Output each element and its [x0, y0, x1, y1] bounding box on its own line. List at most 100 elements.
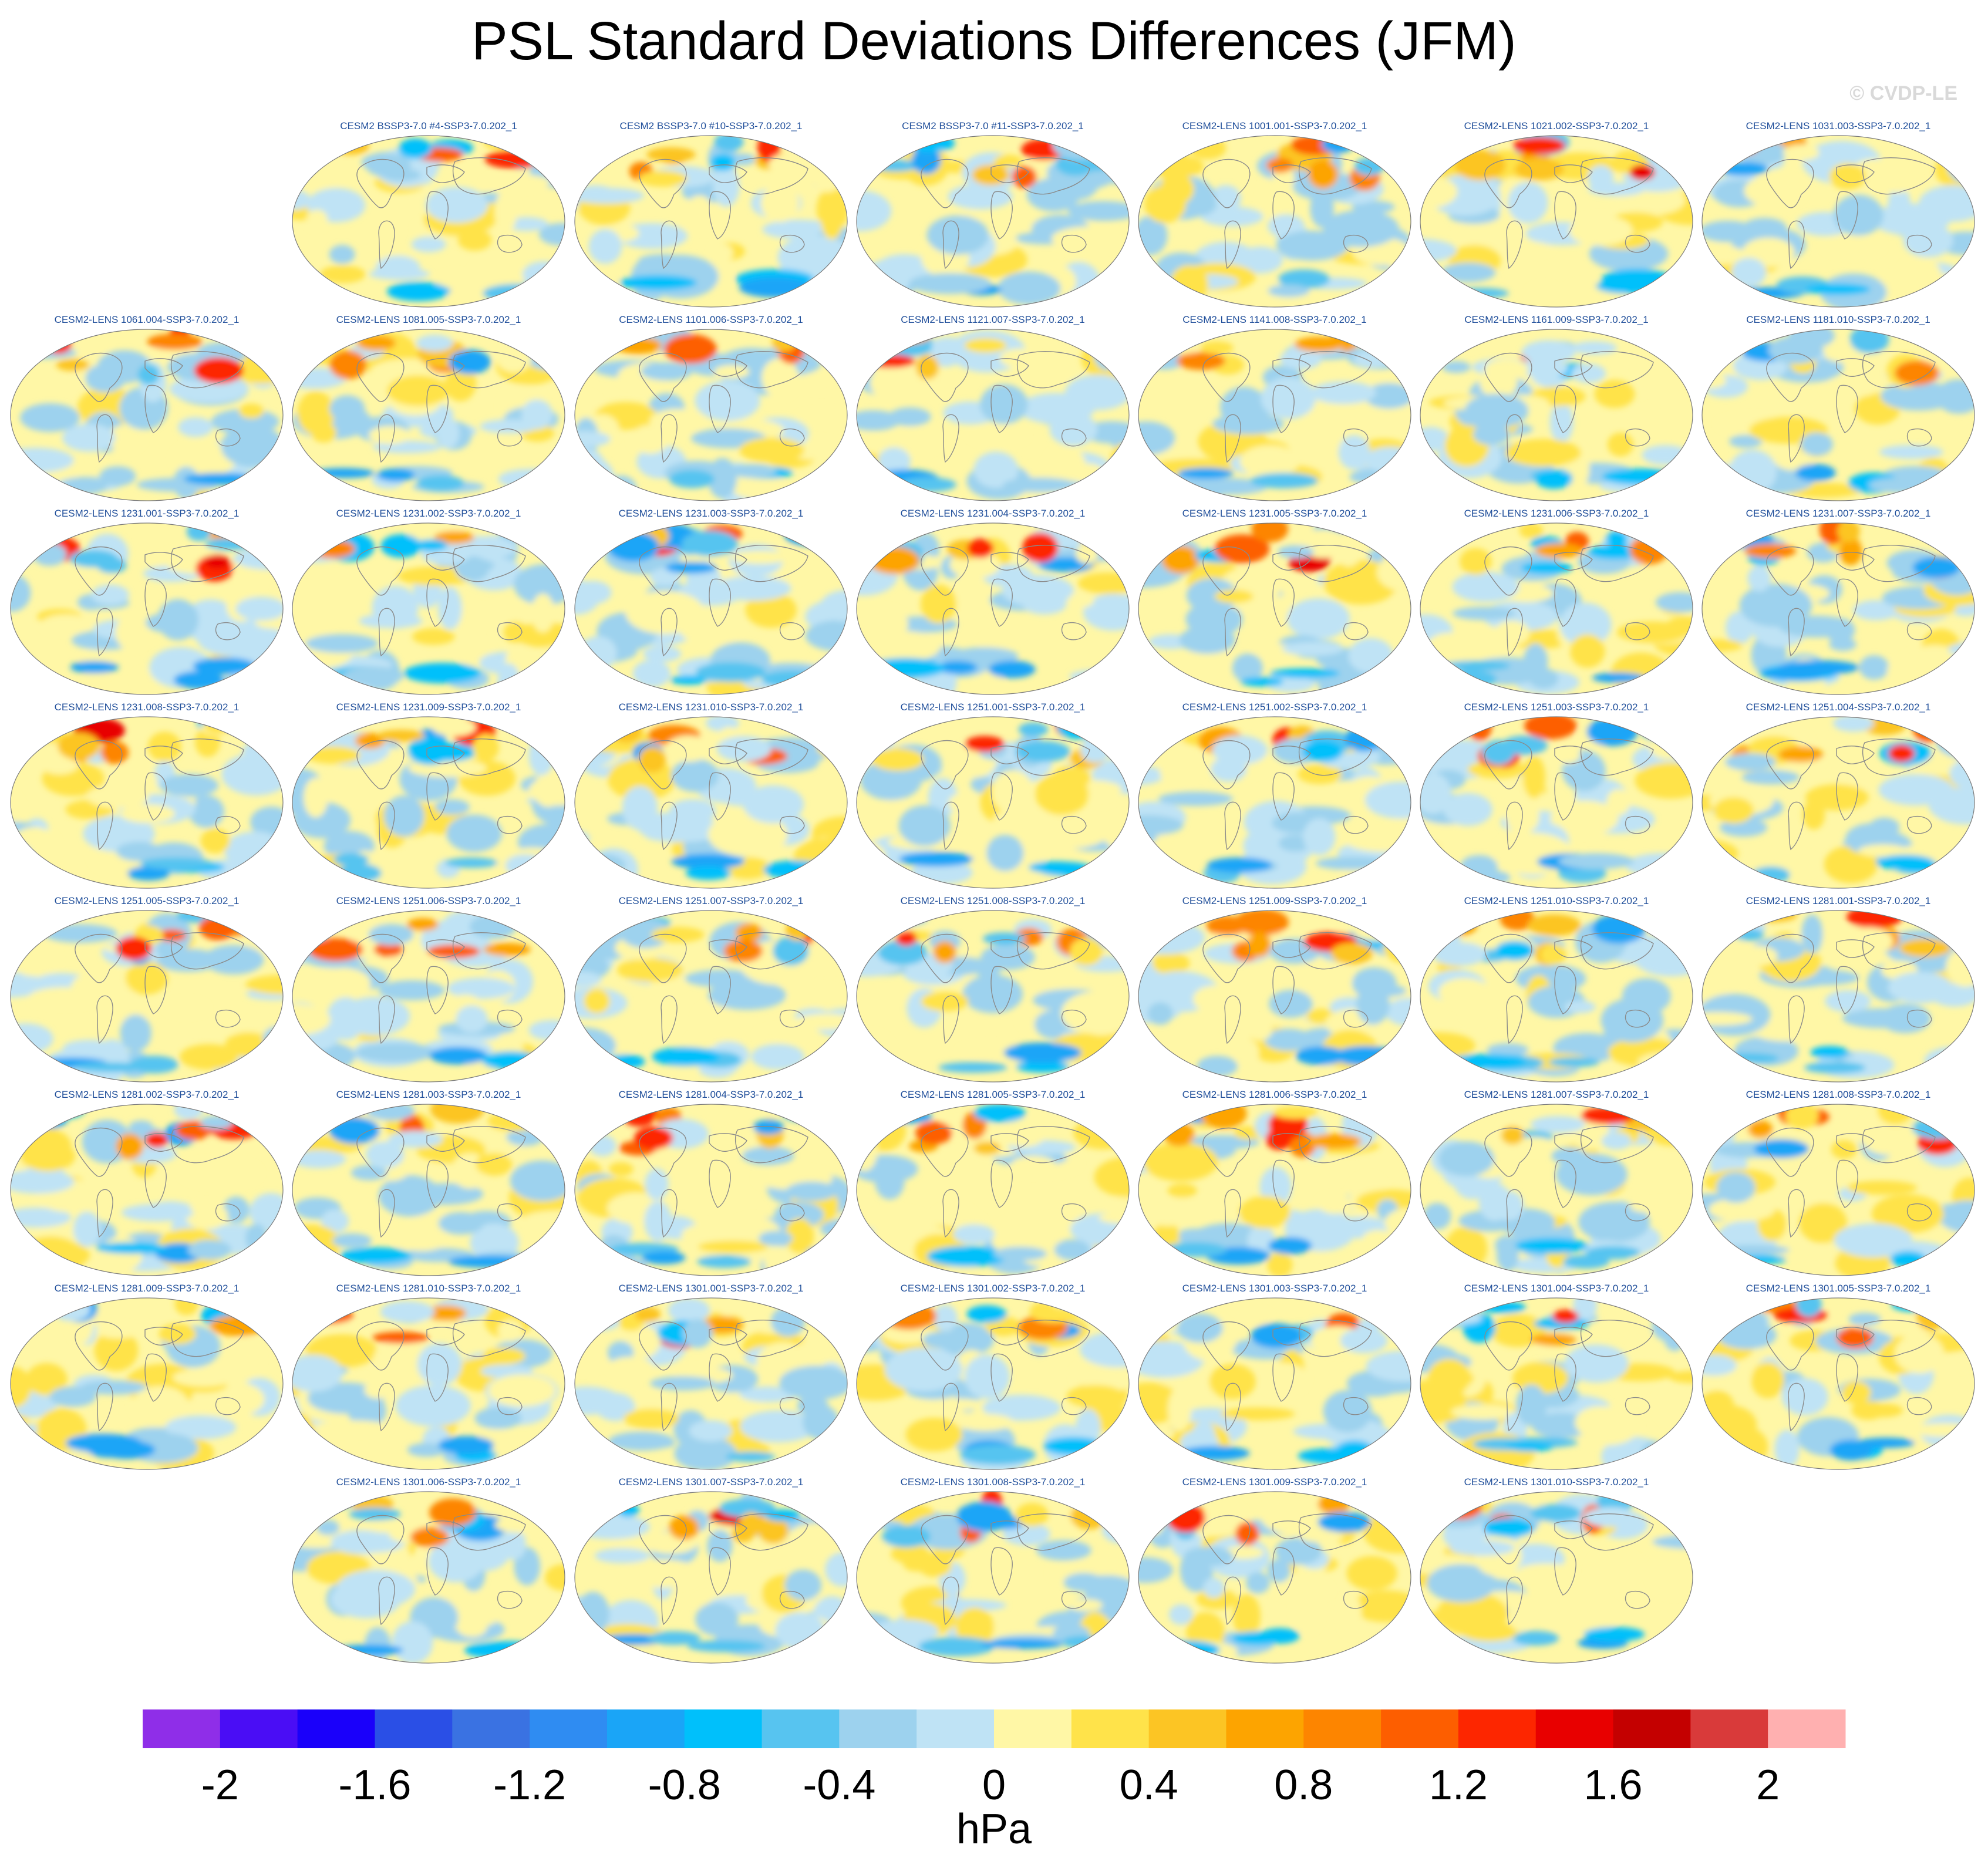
map-field	[574, 1104, 848, 1276]
anomaly-patch	[447, 977, 515, 999]
anomaly-patch	[1051, 226, 1127, 251]
coastline	[1506, 1189, 1523, 1238]
map-field	[1701, 910, 1975, 1083]
coastline	[1506, 1382, 1523, 1432]
panel-label: CESM2-LENS 1281.009-SSP3-7.0.202_1	[54, 1283, 240, 1294]
map-outline	[574, 329, 848, 501]
anomaly-patch	[238, 403, 264, 419]
coastline	[1766, 352, 1814, 402]
anomaly-patch	[955, 1414, 1014, 1431]
anomaly-patch	[608, 1431, 675, 1451]
anomaly-patch	[1016, 1060, 1070, 1073]
anomaly-patch	[331, 771, 394, 803]
anomaly-patch	[292, 854, 316, 888]
anomaly-patch	[1588, 544, 1642, 559]
anomaly-patch	[1138, 421, 1175, 455]
anomaly-patch	[1197, 1056, 1238, 1077]
anomaly-patch	[224, 831, 283, 870]
anomaly-patch	[867, 1209, 929, 1236]
coastline	[452, 932, 526, 970]
coastline	[1272, 578, 1295, 627]
anomaly-patch	[888, 427, 939, 456]
anomaly-patch	[1438, 1495, 1482, 1520]
anomaly-patch	[1138, 1382, 1181, 1425]
anomaly-patch	[483, 174, 551, 190]
anomaly-patch	[871, 748, 924, 771]
map-field	[1420, 1104, 1693, 1276]
coastline	[1625, 1009, 1650, 1028]
anomaly-patch	[933, 1304, 958, 1331]
map-panel: CESM2-LENS 1281.002-SSP3-7.0.202_1	[9, 1089, 285, 1283]
anomaly-patch	[1207, 857, 1272, 873]
coastline	[378, 608, 395, 657]
anomaly-patch	[1022, 594, 1067, 615]
coastline	[990, 1327, 1029, 1346]
anomaly-patch	[483, 943, 531, 956]
anomaly-patch	[100, 741, 129, 764]
map-outline	[10, 1297, 284, 1470]
anomaly-patch	[1708, 1198, 1775, 1222]
coastline	[1906, 428, 1932, 447]
coastline	[144, 1327, 183, 1346]
coastline	[356, 159, 405, 208]
anomaly-patch	[1268, 1237, 1312, 1255]
anomaly-patch	[398, 138, 432, 159]
map-outline	[574, 910, 848, 1083]
anomaly-patch	[1754, 1139, 1810, 1159]
anomaly-patch	[159, 1323, 197, 1344]
anomaly-patch	[1075, 1409, 1101, 1447]
anomaly-patch	[1016, 741, 1070, 762]
anomaly-patch	[918, 1553, 952, 1577]
coastline	[1862, 739, 1936, 776]
anomaly-patch	[1464, 393, 1529, 428]
coastline	[426, 1353, 449, 1402]
anomaly-patch	[1096, 1250, 1129, 1267]
panel-label: CESM2-LENS 1301.010-SSP3-7.0.202_1	[1464, 1476, 1649, 1488]
anomaly-patch	[1166, 1503, 1205, 1533]
coastline	[1836, 939, 1875, 958]
map-outline	[1420, 716, 1693, 889]
coastline	[75, 933, 123, 983]
anomaly-patch	[456, 1005, 488, 1033]
coastline	[1272, 1353, 1295, 1402]
map-field	[1420, 1297, 1693, 1470]
anomaly-patch	[432, 718, 476, 737]
anomaly-patch	[761, 670, 821, 688]
coastline	[452, 157, 526, 195]
anomaly-patch	[993, 154, 1023, 168]
anomaly-patch	[1903, 223, 1953, 258]
anomaly-patch	[857, 159, 874, 175]
anomaly-patch	[745, 592, 797, 628]
coastline	[356, 546, 405, 596]
coastline	[215, 815, 241, 834]
map-outline	[1420, 329, 1693, 501]
coastline	[75, 740, 123, 790]
panel-label: CESM2-LENS 1301.008-SSP3-7.0.202_1	[900, 1476, 1086, 1488]
anomaly-patch	[166, 1000, 207, 1016]
anomaly-patch	[383, 795, 424, 837]
map-field	[574, 329, 848, 501]
panel-label: CESM2-LENS 1281.003-SSP3-7.0.202_1	[336, 1089, 521, 1100]
coastline	[1016, 739, 1090, 776]
anomaly-patch	[1062, 1636, 1104, 1649]
map-panel: CESM2-LENS 1301.003-SSP3-7.0.202_1	[1137, 1283, 1413, 1476]
anomaly-patch	[1179, 1445, 1250, 1461]
colorbar-swatch	[1458, 1709, 1537, 1748]
anomaly-patch	[1527, 914, 1581, 936]
anomaly-patch	[1338, 435, 1370, 470]
anomaly-patch	[359, 613, 423, 629]
anomaly-patch	[870, 366, 907, 400]
anomaly-patch	[1535, 542, 1583, 558]
anomaly-patch	[1267, 1252, 1293, 1276]
panel-label: CESM2-LENS 1231.006-SSP3-7.0.202_1	[1464, 508, 1649, 519]
coastline	[1202, 933, 1251, 983]
anomaly-patch	[498, 1319, 523, 1342]
anomaly-patch	[1379, 1630, 1411, 1663]
coastline	[1202, 1515, 1251, 1564]
coastline	[1272, 1520, 1311, 1539]
map-field	[292, 329, 565, 501]
map-panel: CESM2-LENS 1251.001-SSP3-7.0.202_1	[855, 702, 1131, 895]
anomaly-patch	[921, 991, 969, 1011]
anomaly-patch	[392, 1621, 433, 1663]
coastline	[1906, 1203, 1932, 1222]
